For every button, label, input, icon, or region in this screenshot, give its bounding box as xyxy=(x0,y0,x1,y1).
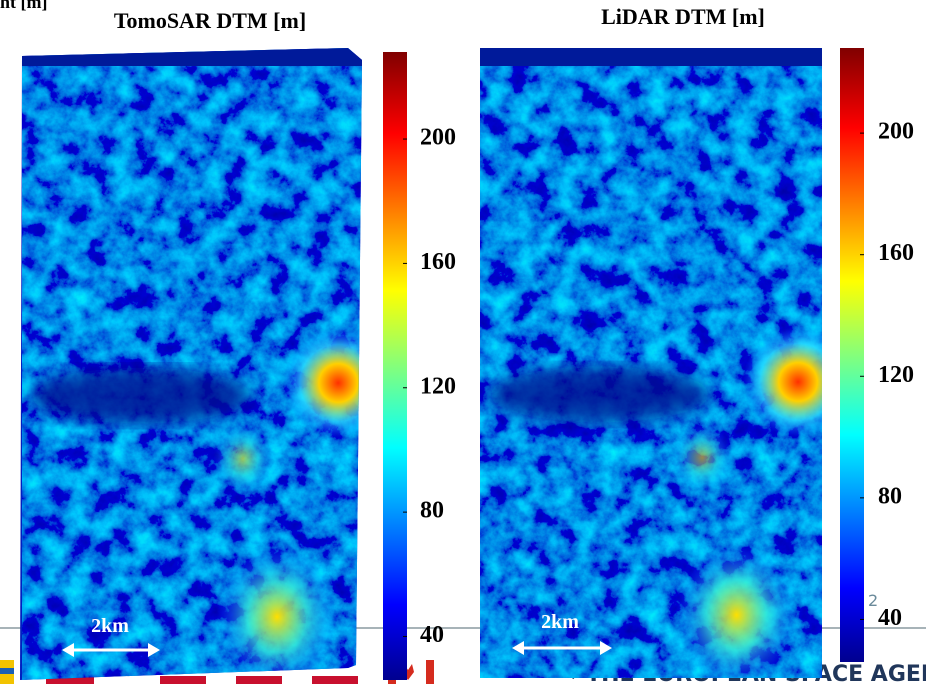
colorbar-tick-label: 80 xyxy=(420,498,444,524)
panel-title: TomoSAR DTM [m] xyxy=(114,8,306,33)
scale-arrowhead xyxy=(62,643,160,657)
terrain-edge xyxy=(22,48,362,66)
colorbar-tick-label: 120 xyxy=(420,373,456,399)
colorbar-tick-label: 80 xyxy=(878,483,902,509)
lowland xyxy=(31,367,251,424)
highland xyxy=(213,424,273,493)
highland xyxy=(283,327,362,438)
panel-title: LiDAR DTM [m] xyxy=(601,4,765,29)
terrain-edge xyxy=(480,48,822,66)
colorbar-tick-label: 160 xyxy=(420,249,456,275)
colorbar-tick-label: 200 xyxy=(420,125,456,151)
colorbar xyxy=(840,48,864,662)
colorbar-tick-label: 40 xyxy=(420,622,444,648)
colorbar-tick-label: 40 xyxy=(878,605,902,631)
colorbar-tick-label: 160 xyxy=(878,240,914,266)
dtm-image xyxy=(20,48,362,680)
colorbar-tick-label: 200 xyxy=(878,119,914,145)
highland xyxy=(217,546,337,680)
dtm-panel: LiDAR DTM [m] 200 160 120 80 40 2km xyxy=(480,4,914,678)
highland xyxy=(676,545,797,678)
page-number: 2 xyxy=(868,591,878,610)
highland xyxy=(672,423,733,492)
lowland xyxy=(489,366,710,423)
dtm-image xyxy=(480,48,822,678)
scale-bar-label: 2km xyxy=(541,611,579,633)
highland xyxy=(743,326,822,437)
scale-arrowhead xyxy=(512,641,612,655)
colorbar-tick-label: 120 xyxy=(878,362,914,388)
scale-bar-label: 2km xyxy=(91,615,129,637)
colorbar xyxy=(383,52,407,680)
header-fragment: ht [m] xyxy=(0,0,48,12)
dtm-panel: TomoSAR DTM [m] 200 160 120 80 40 2km xyxy=(20,8,456,680)
